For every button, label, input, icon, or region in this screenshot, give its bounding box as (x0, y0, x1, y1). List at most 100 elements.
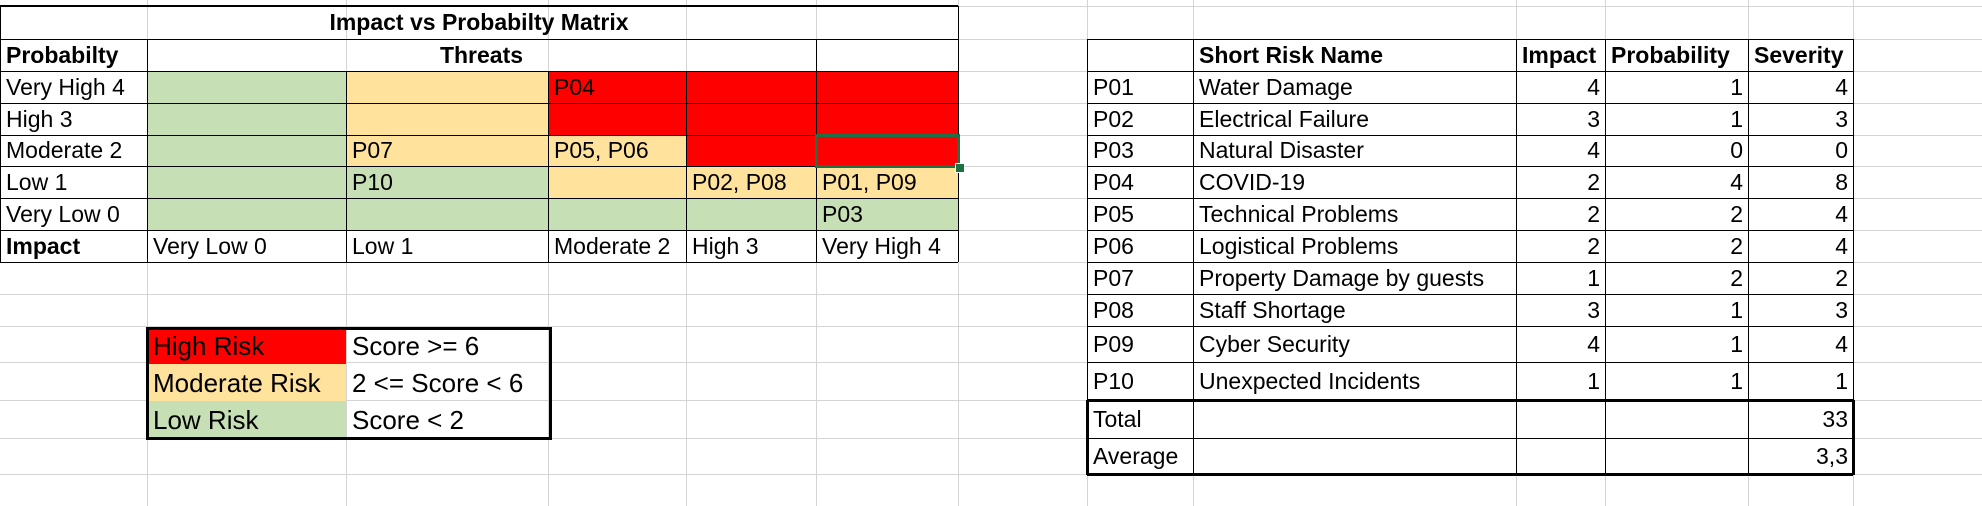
probability-label[interactable]: High 3 (6, 105, 73, 132)
risk-probability[interactable]: 2 (1730, 200, 1743, 227)
probability-header[interactable]: Probabilty (6, 41, 119, 68)
risk-impact[interactable]: 4 (1587, 137, 1600, 163)
risk-severity[interactable]: 4 (1835, 73, 1848, 100)
probability-label[interactable]: Very Low 0 (6, 200, 120, 227)
risk-impact[interactable]: 4 (1587, 330, 1600, 357)
matrix-cell[interactable] (816, 71, 958, 103)
matrix-cell[interactable] (816, 103, 958, 135)
risk-id[interactable]: P04 (1093, 168, 1134, 195)
total-severity[interactable]: 33 (1822, 405, 1848, 432)
matrix-cell[interactable]: P05, P06 (548, 135, 686, 166)
matrix-cell[interactable]: P10 (346, 166, 548, 198)
matrix-title[interactable]: Impact vs Probabilty Matrix (329, 9, 629, 35)
legend-score-rule[interactable]: 2 <= Score < 6 (352, 367, 524, 398)
matrix-cell[interactable] (686, 103, 816, 135)
risk-impact[interactable]: 2 (1587, 232, 1600, 259)
total-label[interactable]: Total (1093, 405, 1142, 432)
risk-id[interactable]: P01 (1093, 73, 1134, 100)
impact-label[interactable]: Moderate 2 (554, 232, 671, 259)
risk-table-header[interactable] (1087, 39, 1193, 71)
risk-impact[interactable]: 3 (1587, 296, 1600, 323)
risk-id[interactable]: P09 (1093, 330, 1134, 357)
risk-name[interactable]: Property Damage by guests (1199, 264, 1485, 291)
impact-label[interactable]: High 3 (692, 232, 759, 259)
matrix-cell[interactable] (548, 198, 686, 230)
risk-name[interactable]: Cyber Security (1199, 330, 1350, 357)
legend-risk-label[interactable]: Low Risk (147, 401, 346, 438)
risk-table-header[interactable]: Impact (1522, 41, 1597, 68)
average-severity[interactable]: 3,3 (1816, 442, 1848, 469)
probability-label[interactable]: Moderate 2 (6, 137, 123, 163)
risk-impact[interactable]: 3 (1587, 105, 1600, 132)
matrix-cell[interactable] (548, 166, 686, 198)
risk-name[interactable]: Natural Disaster (1199, 137, 1364, 163)
impact-header[interactable]: Impact (6, 232, 81, 259)
matrix-cell[interactable] (686, 71, 816, 103)
risk-table-header[interactable]: Probability (1611, 41, 1730, 68)
risk-impact[interactable]: 1 (1587, 264, 1600, 291)
legend-risk-label[interactable]: High Risk (147, 328, 346, 364)
risk-probability[interactable]: 1 (1730, 330, 1743, 357)
risk-probability[interactable]: 2 (1730, 264, 1743, 291)
risk-name[interactable]: Staff Shortage (1199, 296, 1346, 323)
fill-handle[interactable] (955, 163, 965, 173)
matrix-cell[interactable] (346, 198, 548, 230)
risk-impact[interactable]: 2 (1587, 200, 1600, 227)
matrix-cell[interactable] (686, 198, 816, 230)
legend-risk-label[interactable]: Moderate Risk (147, 364, 346, 401)
risk-severity[interactable]: 3 (1835, 105, 1848, 132)
matrix-cell[interactable] (147, 71, 346, 103)
risk-probability[interactable]: 1 (1730, 296, 1743, 323)
impact-label[interactable]: Low 1 (352, 232, 414, 259)
risk-impact[interactable]: 1 (1587, 367, 1600, 394)
risk-id[interactable]: P02 (1093, 105, 1134, 132)
risk-severity[interactable]: 8 (1835, 168, 1848, 195)
risk-name[interactable]: Technical Problems (1199, 200, 1399, 227)
risk-name[interactable]: Water Damage (1199, 73, 1353, 100)
threats-header[interactable]: Threats (439, 41, 524, 68)
matrix-cell[interactable] (147, 103, 346, 135)
risk-id[interactable]: P06 (1093, 232, 1134, 259)
legend-score-rule[interactable]: Score < 2 (352, 404, 465, 435)
risk-id[interactable]: P08 (1093, 296, 1134, 323)
matrix-cell[interactable] (346, 71, 548, 103)
risk-severity[interactable]: 2 (1835, 264, 1848, 291)
matrix-cell[interactable] (548, 103, 686, 135)
matrix-cell[interactable] (346, 103, 548, 135)
risk-id[interactable]: P07 (1093, 264, 1134, 291)
risk-severity[interactable]: 4 (1835, 232, 1848, 259)
matrix-cell[interactable]: P03 (816, 198, 958, 230)
risk-impact[interactable]: 4 (1587, 73, 1600, 100)
risk-severity[interactable]: 4 (1835, 200, 1848, 227)
risk-probability[interactable]: 1 (1730, 367, 1743, 394)
risk-severity[interactable]: 4 (1835, 330, 1848, 357)
matrix-cell[interactable] (686, 135, 816, 166)
risk-id[interactable]: P05 (1093, 200, 1134, 227)
matrix-cell[interactable] (816, 135, 958, 166)
risk-name[interactable]: Unexpected Incidents (1199, 367, 1421, 394)
risk-id[interactable]: P10 (1093, 367, 1134, 394)
risk-table-header[interactable]: Short Risk Name (1199, 41, 1384, 68)
risk-name[interactable]: Electrical Failure (1199, 105, 1369, 132)
matrix-cell[interactable] (147, 166, 346, 198)
risk-probability[interactable]: 4 (1730, 168, 1743, 195)
matrix-cell[interactable] (147, 135, 346, 166)
risk-probability[interactable]: 1 (1730, 73, 1743, 100)
risk-probability[interactable]: 0 (1730, 137, 1743, 163)
matrix-cell[interactable]: P07 (346, 135, 548, 166)
impact-label[interactable]: Very High 4 (822, 232, 941, 259)
risk-severity[interactable]: 1 (1835, 367, 1848, 394)
average-label[interactable]: Average (1093, 442, 1179, 469)
matrix-cell[interactable] (147, 198, 346, 230)
matrix-cell[interactable]: P04 (548, 71, 686, 103)
risk-severity[interactable]: 0 (1835, 137, 1848, 163)
impact-label[interactable]: Very Low 0 (153, 232, 267, 259)
risk-id[interactable]: P03 (1093, 137, 1134, 163)
risk-table-header[interactable]: Severity (1754, 41, 1844, 68)
matrix-cell[interactable]: P02, P08 (686, 166, 816, 198)
probability-label[interactable]: Very High 4 (6, 73, 125, 100)
risk-name[interactable]: COVID-19 (1199, 168, 1306, 195)
risk-name[interactable]: Logistical Problems (1199, 232, 1399, 259)
risk-probability[interactable]: 1 (1730, 105, 1743, 132)
